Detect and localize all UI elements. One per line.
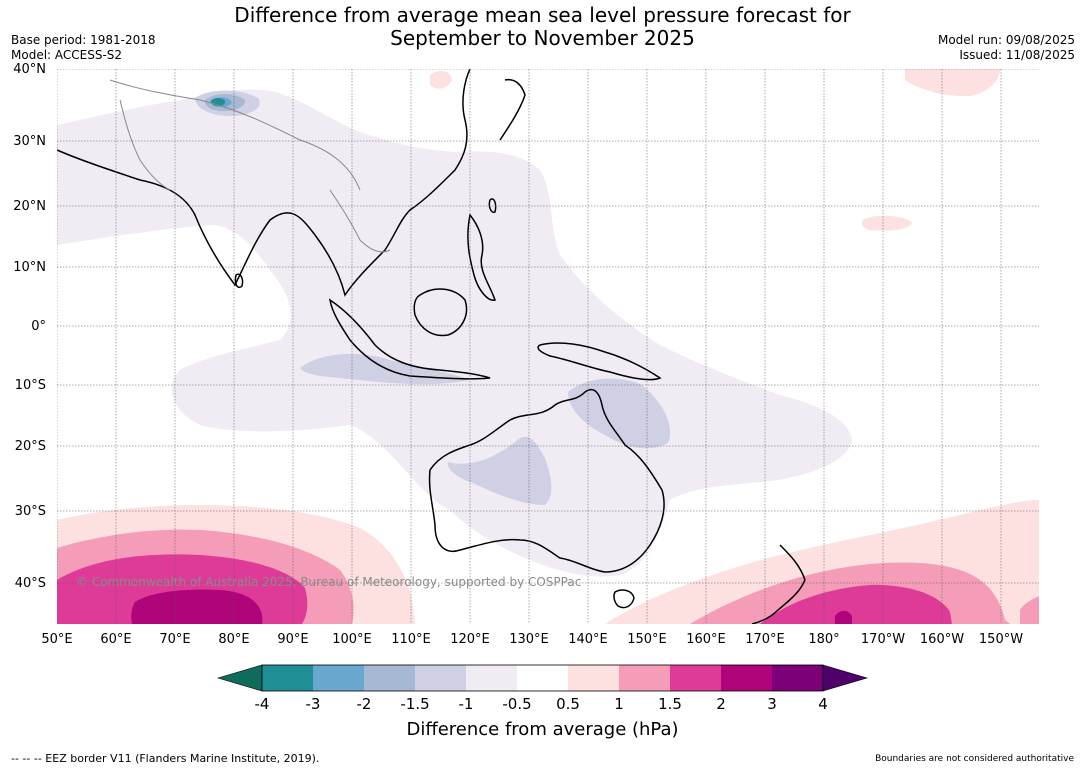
lon-label-180: 180° xyxy=(808,632,840,647)
lon-label-100e: 100°E xyxy=(332,632,372,647)
anomaly-region-pos05-japan xyxy=(430,70,452,89)
lat-label-40s: 40°S xyxy=(14,576,46,591)
base-period: Base period: 1981-2018 xyxy=(11,33,156,47)
lon-label-140e: 140°E xyxy=(568,632,608,647)
lon-label-160e: 160°E xyxy=(686,632,726,647)
coast-tasmania xyxy=(613,589,635,609)
lon-label-120e: 120°E xyxy=(450,632,490,647)
lat-label-30n: 30°N xyxy=(13,134,46,149)
border-mainland-se-asia xyxy=(329,189,391,253)
lon-label-80e: 80°E xyxy=(218,632,250,647)
colorbar-title: Difference from average (hPa) xyxy=(406,719,679,740)
boundaries-disclaimer: Boundaries are not considered authoritat… xyxy=(875,754,1074,764)
map-field xyxy=(57,69,1039,624)
eez-border-note: -- -- -- EEZ border V11 (Flanders Marine… xyxy=(11,752,320,765)
colorbar-swatch-7 xyxy=(568,665,619,691)
model-run: Model run: 09/08/2025 xyxy=(937,33,1075,47)
coast-sumatra-java xyxy=(328,298,491,380)
lat-label-40n: 40°N xyxy=(13,62,46,77)
coast-new-guinea xyxy=(537,342,662,381)
border-himalaya xyxy=(109,79,361,191)
colorbar-label: 4 xyxy=(818,695,828,713)
border-india-pakistan xyxy=(119,99,171,191)
anomaly-region-neg1-coral xyxy=(568,378,671,449)
coast-japan xyxy=(499,78,526,141)
colorbar-swatch-8 xyxy=(619,665,670,691)
colorbar-label: -1.5 xyxy=(400,695,430,713)
coast-sri-lanka xyxy=(234,273,244,289)
colorbar-label: 0.5 xyxy=(556,695,580,713)
colorbar-outline xyxy=(261,664,824,692)
colorbar-label: -4 xyxy=(254,695,270,713)
lon-label-150e: 150°E xyxy=(627,632,667,647)
meta-left: Base period: 1981-2018 Model: ACCESS-S2 xyxy=(11,33,156,63)
colorbar-swatch-9 xyxy=(670,665,721,691)
title-line-1: Difference from average mean sea level p… xyxy=(234,3,851,27)
lon-label-150w: 150°W xyxy=(978,632,1024,647)
lat-label-20n: 20°N xyxy=(13,199,46,214)
colorbar-swatch-2 xyxy=(313,665,364,691)
lon-label-70e: 70°E xyxy=(159,632,191,647)
colorbar-extend-high xyxy=(822,664,869,692)
coast-borneo xyxy=(413,288,468,337)
colorbar-label: 1.5 xyxy=(658,695,682,713)
colorbar-label: 2 xyxy=(716,695,726,713)
coast-australia xyxy=(428,388,665,573)
anomaly-region-pos2-sio xyxy=(131,589,263,624)
colorbar-swatch-3 xyxy=(364,665,415,691)
title-line-2: September to November 2025 xyxy=(390,26,695,50)
anomaly-region-neg05-west xyxy=(57,150,199,215)
graticule xyxy=(57,69,1039,624)
lat-label-10s: 10°S xyxy=(14,378,46,393)
model-name: Model: ACCESS-S2 xyxy=(11,48,123,62)
colorbar-swatch-1 xyxy=(262,665,313,691)
lon-label-170e: 170°E xyxy=(745,632,785,647)
lon-label-110e: 110°E xyxy=(391,632,431,647)
colorbar-swatch-4 xyxy=(415,665,466,691)
coast-asia-mainland xyxy=(57,69,471,297)
colorbar-label: 3 xyxy=(767,695,777,713)
anomaly-region-pos15-spac xyxy=(760,584,952,624)
lat-label-eq: 0° xyxy=(31,319,46,334)
lat-label-10n: 10°N xyxy=(13,260,46,275)
anomaly-region-neg1-wa xyxy=(447,436,552,505)
coast-philippines xyxy=(467,213,496,301)
lat-label-20s: 20°S xyxy=(14,439,46,454)
country-borders xyxy=(109,79,391,253)
anomaly-region-neg05-asia xyxy=(57,89,852,577)
anomaly-region-pos05-npac xyxy=(905,69,1000,97)
colorbar-label: -0.5 xyxy=(502,695,532,713)
colorbar-label: -3 xyxy=(305,695,321,713)
colorbar-label: 1 xyxy=(614,695,624,713)
coastlines xyxy=(57,69,806,624)
colorbar-swatch-5 xyxy=(466,665,517,691)
issued-date: Issued: 11/08/2025 xyxy=(959,48,1075,62)
meta-right: Model run: 09/08/2025 Issued: 11/08/2025 xyxy=(938,33,1075,63)
anomaly-region-pos2-spac xyxy=(835,610,852,624)
colorbar-label: -2 xyxy=(356,695,372,713)
lon-label-130e: 130°E xyxy=(509,632,549,647)
lon-label-160w: 160°W xyxy=(919,632,965,647)
lon-label-90e: 90°E xyxy=(277,632,309,647)
colorbar-swatch-11 xyxy=(772,665,823,691)
colorbar-label: -1 xyxy=(458,695,474,713)
chart-title: Difference from average mean sea level p… xyxy=(0,4,1085,50)
copyright-notice: © Commonwealth of Australia 2025, Bureau… xyxy=(76,575,582,589)
colorbar-extend-low xyxy=(216,664,263,692)
colorbar-swatch-6 xyxy=(517,665,568,691)
colorbar-swatch-10 xyxy=(721,665,772,691)
lon-label-60e: 60°E xyxy=(100,632,132,647)
lon-label-50e: 50°E xyxy=(41,632,73,647)
anomaly-region-pos05-hawaii xyxy=(861,215,912,231)
coast-taiwan xyxy=(488,198,497,214)
lat-label-30s: 30°S xyxy=(14,504,46,519)
lon-label-170w: 170°W xyxy=(860,632,906,647)
